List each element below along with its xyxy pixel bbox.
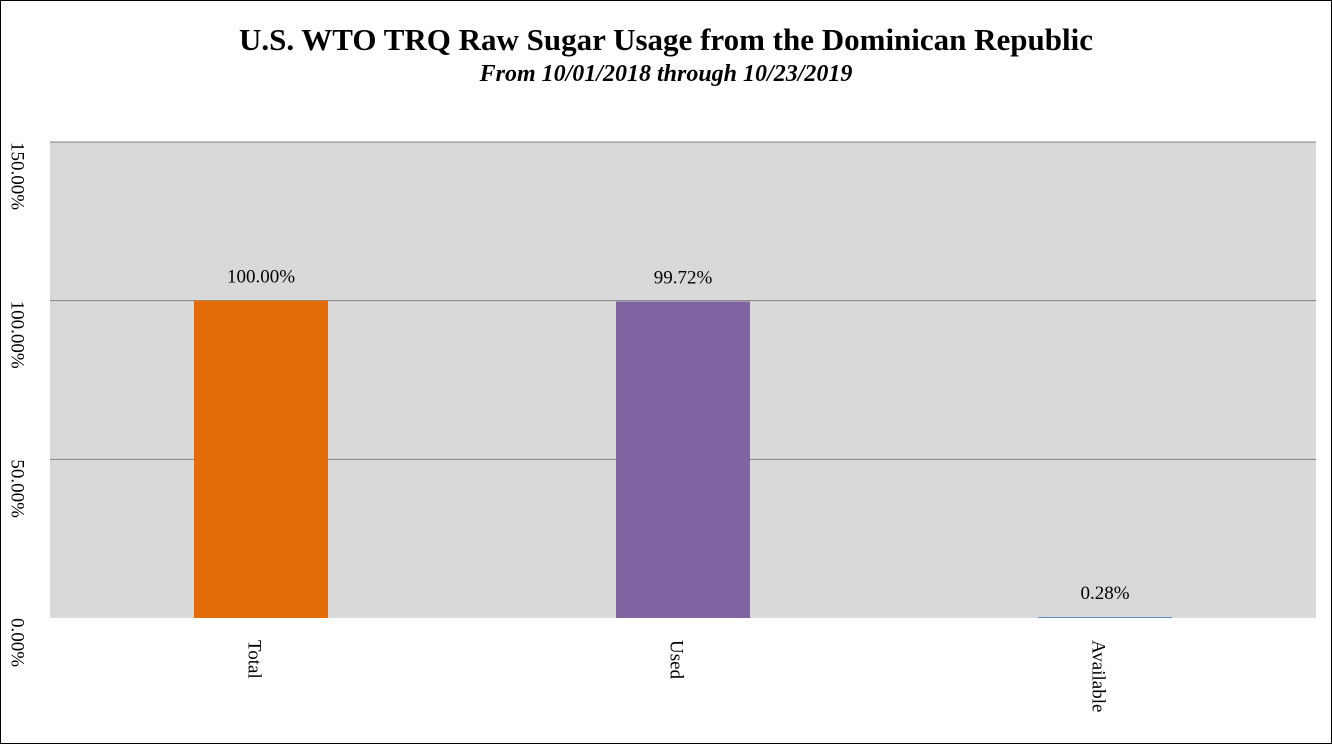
data-label-available: 0.28% [1080, 583, 1129, 604]
y-tick-label: 150.00% [7, 142, 28, 210]
data-label-used: 99.72% [654, 268, 713, 289]
x-category-label-total: Total [244, 640, 265, 679]
bar-used [616, 301, 750, 618]
bars [194, 300, 1172, 618]
bar-available [1038, 617, 1172, 618]
y-tick-label: 100.00% [7, 301, 28, 369]
x-category-label-available: Available [1088, 640, 1109, 712]
x-category-label-used: Used [666, 640, 687, 680]
x-axis-category-labels: Total Used Available [244, 640, 1109, 712]
y-axis-tick-labels: 0.00% 50.00% 100.00% 150.00% [7, 142, 28, 667]
data-labels: 100.00% 99.72% 0.28% [227, 267, 1130, 604]
bar-total [194, 300, 328, 618]
chart-subtitle: From 10/01/2018 through 10/23/2019 [479, 61, 853, 87]
chart-title: U.S. WTO TRQ Raw Sugar Usage from the Do… [238, 22, 1094, 57]
y-tick-label: 50.00% [7, 459, 28, 518]
y-tick-label: 0.00% [7, 618, 28, 667]
data-label-total: 100.00% [227, 267, 295, 288]
